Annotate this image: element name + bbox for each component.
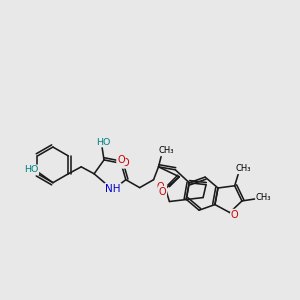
Text: CH₃: CH₃ [236, 164, 251, 173]
Text: HO: HO [96, 138, 110, 147]
Text: NH: NH [105, 184, 121, 194]
Text: O: O [121, 158, 129, 168]
Text: O: O [157, 182, 164, 192]
Text: O: O [117, 155, 125, 165]
Text: HO: HO [24, 165, 38, 174]
Text: O: O [159, 187, 166, 196]
Text: CH₃: CH₃ [159, 146, 174, 155]
Text: CH₃: CH₃ [256, 194, 272, 202]
Text: O: O [231, 210, 238, 220]
